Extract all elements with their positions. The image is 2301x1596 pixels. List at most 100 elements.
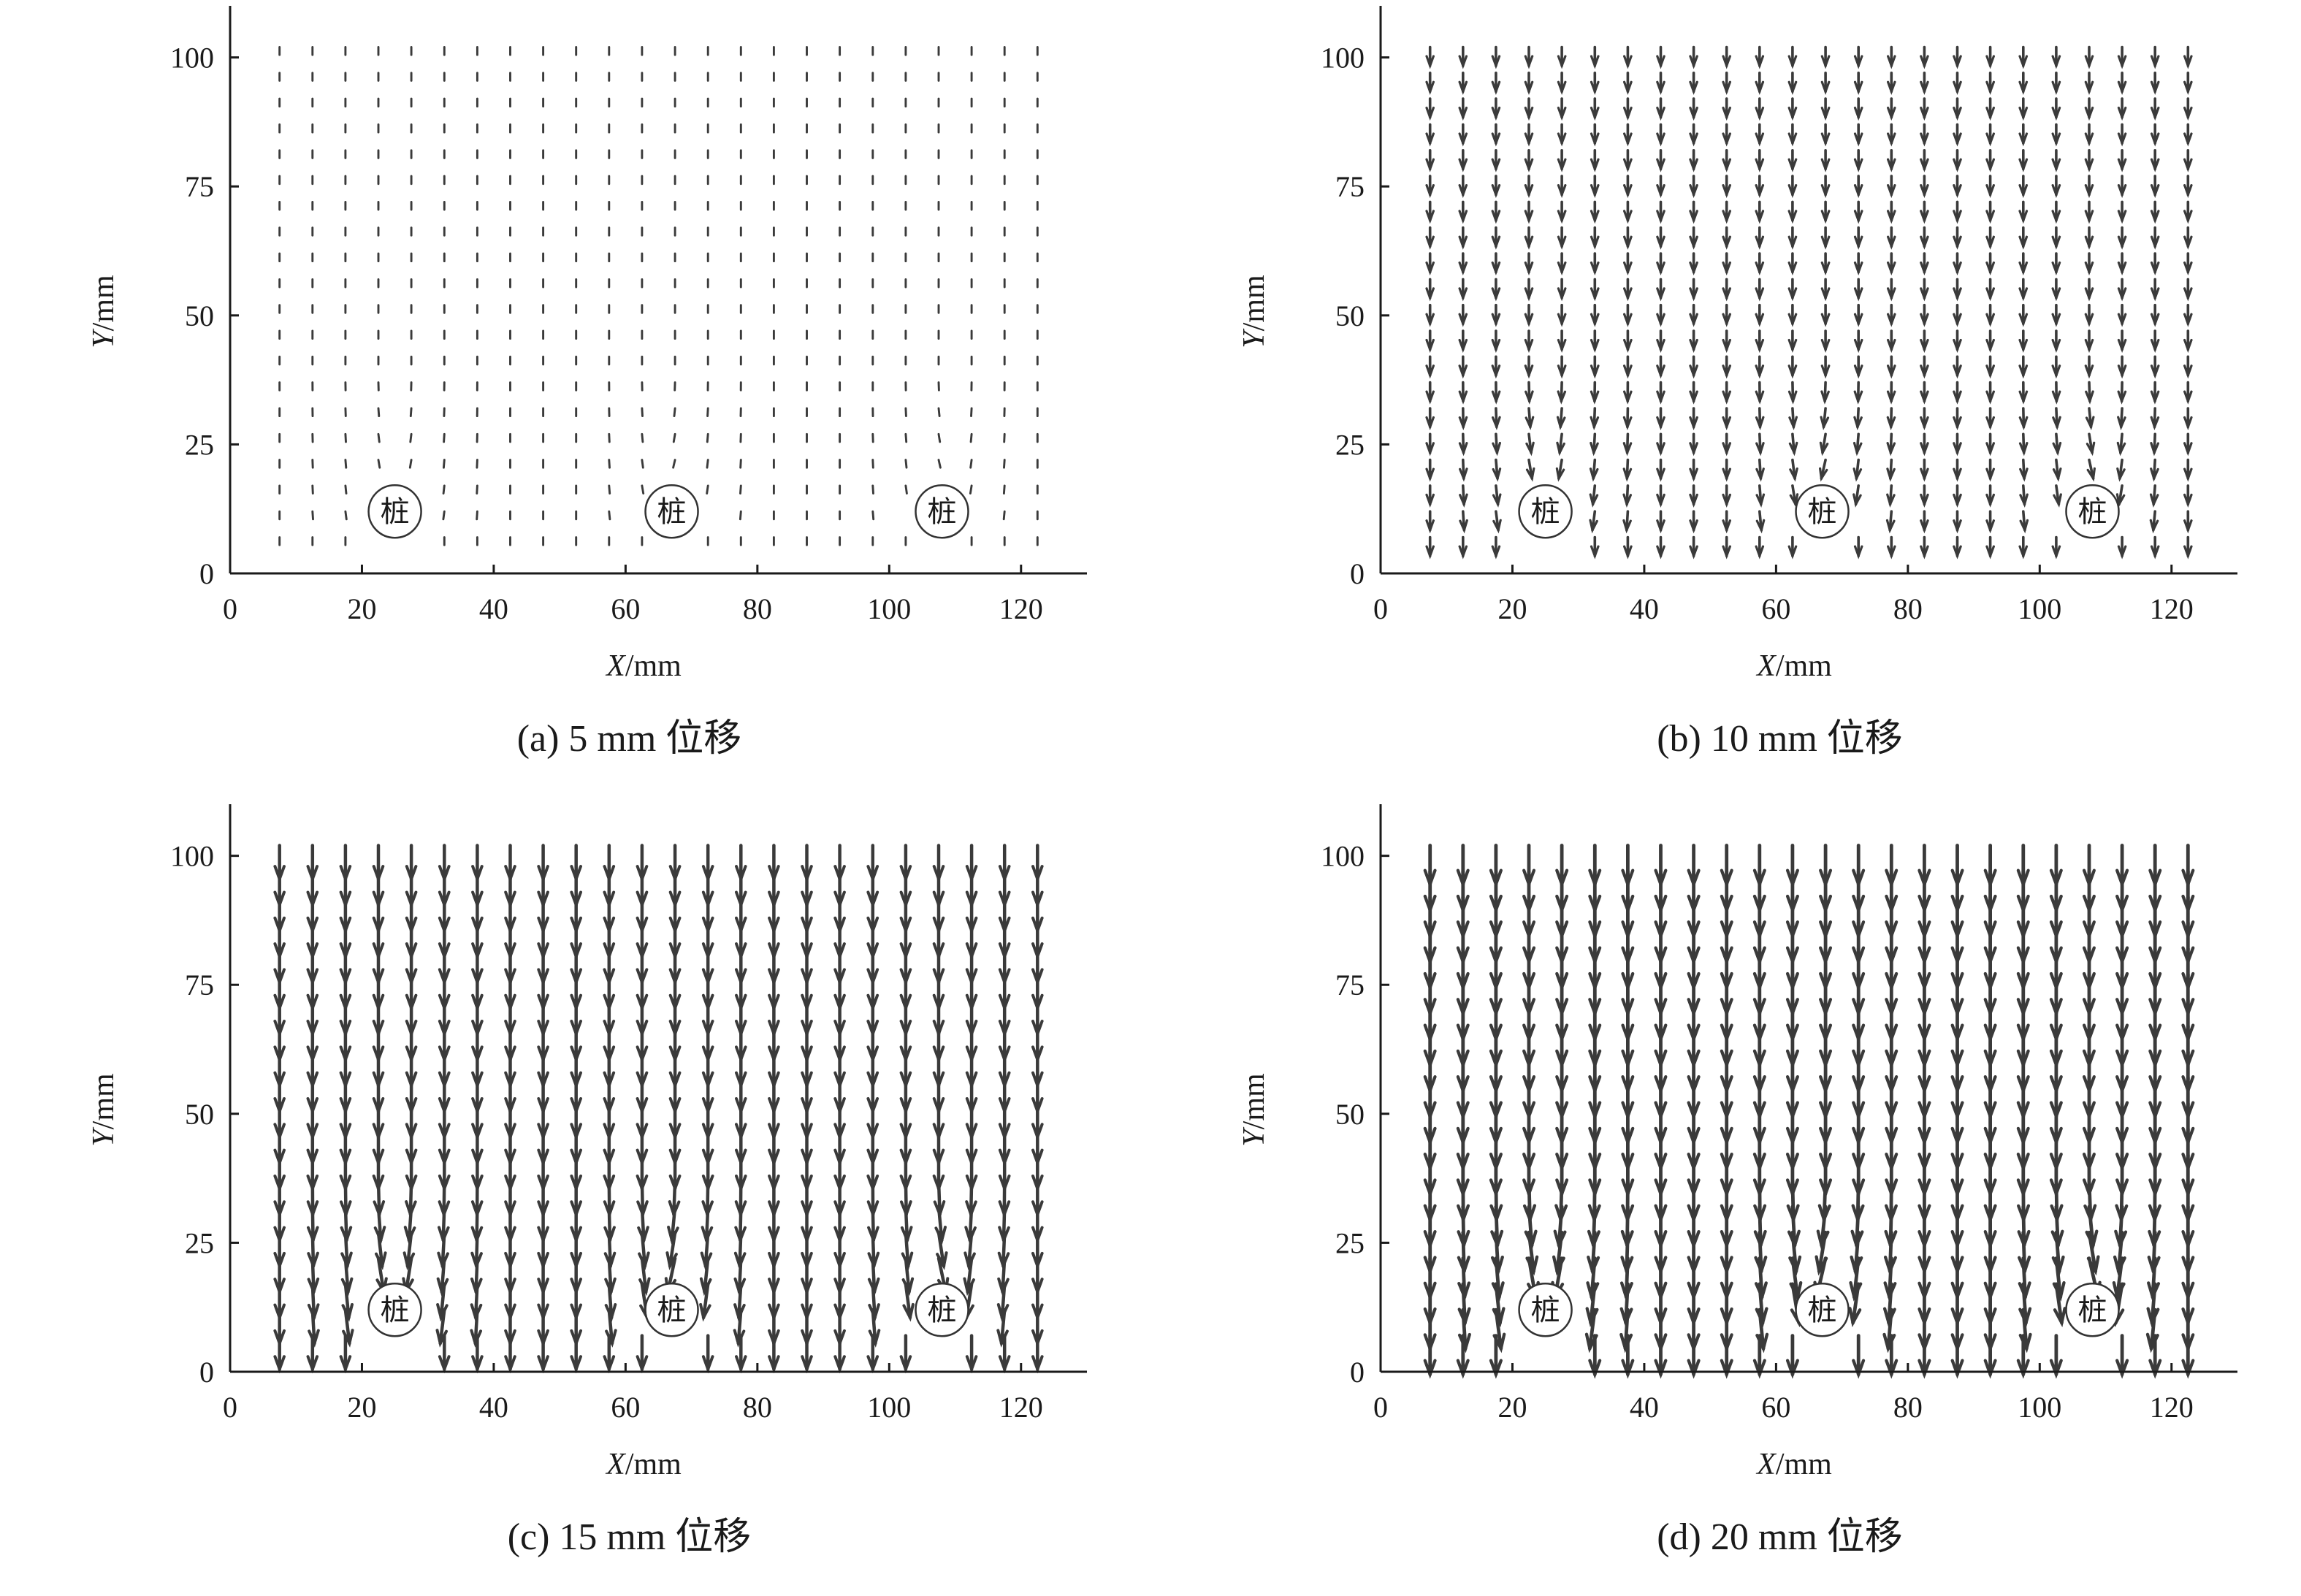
displacement-arrowhead bbox=[2049, 1049, 2063, 1069]
displacement-arrowhead bbox=[2115, 868, 2129, 889]
displacement-arrowhead bbox=[2181, 1153, 2195, 1173]
displacement-arrowhead bbox=[2181, 998, 2195, 1018]
displacement-arrowhead bbox=[899, 1355, 912, 1374]
displacement-arrowhead bbox=[2117, 235, 2127, 250]
displacement-arrowhead bbox=[504, 1175, 516, 1194]
displacement-arrowhead bbox=[1985, 132, 1996, 147]
y-axis-title: Y/mm bbox=[1237, 1073, 1271, 1147]
displacement-arrowhead bbox=[2115, 1101, 2129, 1121]
displacement-arrowhead bbox=[1722, 390, 1732, 405]
displacement-arrowhead bbox=[339, 993, 352, 1012]
displacement-vector bbox=[904, 407, 907, 418]
displacement-arrowhead bbox=[801, 865, 813, 884]
x-tick-label: 60 bbox=[611, 1391, 640, 1424]
displacement-arrowhead bbox=[1852, 1126, 1866, 1147]
displacement-arrowhead bbox=[471, 865, 484, 884]
displacement-arrowhead bbox=[273, 1303, 286, 1322]
displacement-arrowhead bbox=[668, 916, 682, 935]
displacement-arrowhead bbox=[2016, 894, 2030, 915]
displacement-arrowhead bbox=[2051, 184, 2061, 199]
displacement-arrowhead bbox=[570, 1226, 582, 1245]
displacement-arrowhead bbox=[932, 1148, 945, 1167]
displacement-arrowhead bbox=[1953, 287, 1962, 302]
pile-marker-1: 桩 bbox=[367, 1282, 422, 1337]
displacement-arrowhead bbox=[2114, 1229, 2128, 1251]
y-tick-label: 50 bbox=[1335, 1098, 1365, 1131]
pile-marker-1: 桩 bbox=[1518, 1282, 1573, 1337]
displacement-arrowhead bbox=[2018, 338, 2029, 354]
displacement-arrowhead bbox=[339, 968, 352, 987]
displacement-arrowhead bbox=[1886, 261, 1896, 276]
displacement-arrowhead bbox=[405, 1097, 418, 1116]
displacement-arrowhead bbox=[1689, 442, 1698, 457]
displacement-arrowhead bbox=[902, 1302, 915, 1322]
displacement-arrowhead bbox=[1621, 946, 1635, 966]
displacement-arrowhead bbox=[899, 1175, 912, 1194]
displacement-arrowhead bbox=[2150, 390, 2160, 405]
displacement-arrowhead bbox=[1522, 920, 1536, 941]
displacement-arrowhead bbox=[1819, 441, 1829, 457]
displacement-arrowhead bbox=[2016, 946, 2030, 966]
displacement-arrowhead bbox=[1920, 158, 1929, 172]
displacement-arrowhead bbox=[372, 1097, 385, 1116]
displacement-arrowhead bbox=[1755, 235, 1765, 250]
displacement-vector bbox=[442, 459, 446, 469]
displacement-arrowhead bbox=[2049, 998, 2063, 1018]
displacement-arrowhead bbox=[668, 890, 682, 909]
displacement-arrowhead bbox=[768, 968, 780, 987]
displacement-arrowhead bbox=[1031, 1097, 1044, 1116]
x-tick-label: 60 bbox=[611, 592, 640, 625]
displacement-arrowhead bbox=[1884, 1204, 1898, 1224]
displacement-arrowhead bbox=[1491, 210, 1501, 224]
displacement-arrowhead bbox=[1852, 493, 1862, 508]
displacement-arrowhead bbox=[537, 942, 549, 961]
displacement-arrowhead bbox=[1619, 1332, 1633, 1353]
displacement-arrowhead bbox=[1950, 971, 1964, 993]
displacement-arrowhead bbox=[1589, 467, 1599, 482]
displacement-arrowhead bbox=[1522, 1126, 1536, 1147]
pile-circle bbox=[2065, 1282, 2120, 1337]
displacement-arrowhead bbox=[1918, 1049, 1931, 1069]
displacement-arrowhead bbox=[1920, 132, 1929, 147]
displacement-arrowhead bbox=[306, 890, 319, 909]
displacement-arrowhead bbox=[1423, 1049, 1437, 1069]
displacement-arrowhead bbox=[1985, 338, 1996, 354]
displacement-arrowhead bbox=[2115, 894, 2129, 915]
displacement-arrowhead bbox=[1522, 946, 1536, 966]
displacement-arrowhead bbox=[1654, 1230, 1668, 1251]
displacement-arrowhead bbox=[2150, 545, 2160, 560]
displacement-arrowhead bbox=[273, 1020, 286, 1039]
displacement-arrowhead bbox=[965, 1175, 978, 1194]
displacement-arrowhead bbox=[1689, 210, 1698, 224]
displacement-arrowhead bbox=[2018, 364, 2029, 379]
y-tick-label: 75 bbox=[1335, 170, 1365, 203]
displacement-arrowhead bbox=[2115, 493, 2126, 508]
displacement-arrowhead bbox=[768, 1020, 780, 1039]
displacement-arrowhead bbox=[1853, 364, 1863, 379]
displacement-arrowhead bbox=[1918, 971, 1931, 993]
displacement-arrowhead bbox=[1950, 1230, 1964, 1251]
displacement-arrowhead bbox=[273, 1251, 286, 1271]
displacement-arrowhead bbox=[1985, 390, 1996, 405]
displacement-arrowhead bbox=[1656, 210, 1665, 224]
displacement-arrowhead bbox=[1654, 1023, 1668, 1044]
displacement-arrowhead bbox=[1983, 1230, 1997, 1251]
displacement-arrowhead bbox=[2181, 1178, 2195, 1199]
displacement-arrowhead bbox=[1456, 1359, 1470, 1379]
displacement-arrowhead bbox=[2115, 1359, 2129, 1379]
displacement-arrowhead bbox=[2084, 235, 2094, 250]
displacement-arrowhead bbox=[307, 1303, 320, 1322]
displacement-arrowhead bbox=[867, 1251, 880, 1271]
displacement-arrowhead bbox=[801, 890, 813, 909]
displacement-arrowhead bbox=[2181, 1101, 2195, 1121]
displacement-arrowhead bbox=[438, 942, 451, 961]
displacement-arrowhead bbox=[1883, 1281, 1897, 1302]
displacement-arrowhead bbox=[339, 1148, 352, 1167]
displacement-arrowhead bbox=[2016, 971, 2030, 993]
displacement-arrowhead bbox=[932, 916, 945, 935]
displacement-arrowhead bbox=[2117, 184, 2127, 199]
displacement-arrowhead bbox=[899, 1020, 912, 1039]
displacement-arrowhead bbox=[1983, 1204, 1997, 1224]
displacement-arrowhead bbox=[570, 1251, 582, 1271]
displacement-arrowhead bbox=[2115, 1178, 2129, 1199]
